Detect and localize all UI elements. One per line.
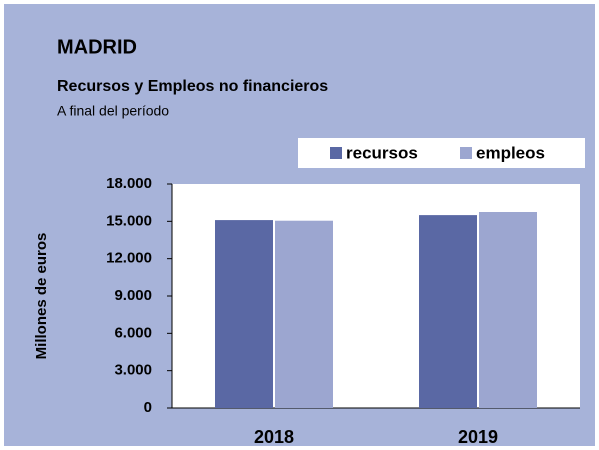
y-tick-label: 6.000: [114, 324, 152, 341]
bar: [215, 220, 273, 408]
bar: [275, 220, 333, 408]
legend-swatch: [460, 147, 472, 159]
chart-title: MADRID: [57, 36, 137, 58]
x-tick-label: 2019: [458, 427, 498, 447]
y-tick-label: 0: [144, 399, 152, 416]
y-axis-label: Millones de euros: [33, 233, 50, 360]
chart-subtitle: Recursos y Empleos no financieros: [57, 78, 328, 95]
y-tick-label: 15.000: [106, 212, 152, 229]
y-tick-label: 9.000: [114, 287, 152, 304]
bar: [419, 215, 477, 408]
x-tick-label: 2018: [254, 427, 294, 447]
bar: [479, 212, 537, 408]
legend-label: recursos: [346, 143, 418, 162]
legend-swatch: [330, 147, 342, 159]
y-tick-label: 18.000: [106, 175, 152, 192]
legend-label: empleos: [476, 143, 545, 162]
chart-note: A final del período: [57, 103, 169, 119]
y-tick-label: 12.000: [106, 250, 152, 267]
legend: [298, 138, 585, 168]
y-tick-label: 3.000: [114, 362, 152, 379]
